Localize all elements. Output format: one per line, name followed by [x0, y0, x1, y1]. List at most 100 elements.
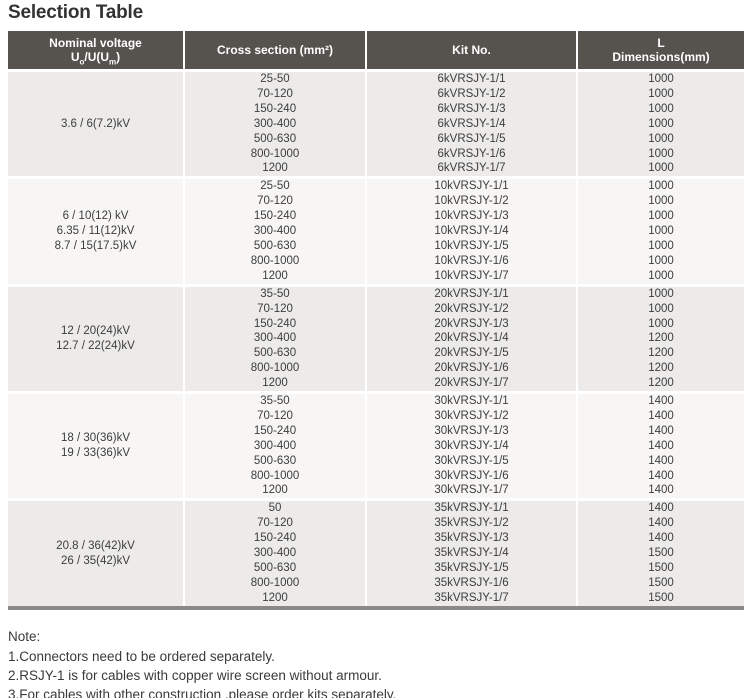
cross-section-cell-value: 800-1000: [250, 469, 300, 482]
kit-no-cell-value: 30kVRSJY-1/1: [434, 395, 509, 408]
table-header: Nominal voltage Uo/U(Um) Cross section (…: [8, 31, 744, 72]
table-body: 3.6 / 6(7.2)kV 25-50 70-120 150-240 300-400 5…: [8, 72, 744, 606]
cross-section-cell-value: 300-400: [253, 117, 297, 130]
dimension-cell-value: 1000: [648, 180, 674, 193]
col-header-dimensions: L Dimensions(mm): [578, 31, 744, 72]
cross-section-cell-value: 150-240: [253, 102, 297, 115]
kit-no-cell-value: 6kVRSJY-1/5: [437, 132, 506, 145]
dimension-cell-value: 1500: [648, 576, 674, 589]
kit-no-cell-value: 6kVRSJY-1/6: [437, 147, 506, 160]
kit-no-cell-value: 10kVRSJY-1/1: [434, 180, 509, 193]
kit-no-cell-value: 20kVRSJY-1/4: [434, 332, 509, 345]
kit-no-cell-value: 35kVRSJY-1/3: [434, 532, 509, 545]
dimension-cell-value: 1400: [648, 502, 674, 515]
dimension-cell-value: 1400: [648, 469, 674, 482]
dimensions-label-l: L: [657, 36, 665, 50]
cross-section-cell-value: 70-120: [257, 302, 293, 315]
kit-no-cell-value: 20kVRSJY-1/5: [434, 347, 509, 360]
cross-section-cell-value: 1200: [262, 377, 288, 390]
kit-no-cell-value: 35kVRSJY-1/7: [434, 591, 509, 604]
kit-no-cell-value: 30kVRSJY-1/2: [434, 409, 509, 422]
kit-no-cell-value: 10kVRSJY-1/3: [434, 210, 509, 223]
dimension-cell: 1000 1000 1000 1000 1000 1000 1000: [578, 72, 744, 180]
dimension-cell-value: 1000: [648, 269, 674, 282]
dimension-cell-value: 1000: [648, 147, 674, 160]
kit-no-cell: 35kVRSJY-1/1 35kVRSJY-1/2 35kVRSJY-1/3 35kV…: [367, 501, 578, 606]
dimension-cell-value: 1000: [648, 287, 674, 300]
kit-no-cell: 20kVRSJY-1/1 20kVRSJY-1/2 20kVRSJY-1/3 20kV…: [367, 286, 578, 395]
kit-no-cell-value: 35kVRSJY-1/6: [434, 576, 509, 589]
dimension-cell-value: 1400: [648, 395, 674, 408]
cross-section-cell-value: 300-400: [253, 547, 297, 560]
note-heading: Note:: [8, 628, 41, 644]
table-row-group: 18 / 30(36)kV 19 / 33(36)kV 35-50 70-120 150…: [8, 394, 744, 502]
voltage-line: 12.7 / 22(24)kV: [56, 339, 135, 352]
dimension-cell-value: 1500: [648, 547, 674, 560]
kit-no-cell-value: 6kVRSJY-1/1: [437, 73, 506, 85]
table-header-row: Nominal voltage Uo/U(Um) Cross section (…: [8, 31, 744, 72]
note-line-1: 1.Connectors need to be ordered separate…: [8, 648, 275, 664]
dimension-cell-value: 1400: [648, 424, 674, 437]
dimension-cell-value: 1000: [648, 162, 674, 175]
dimension-cell-value: 1000: [648, 117, 674, 130]
kit-no-cell-value: 6kVRSJY-1/3: [437, 102, 506, 115]
dimension-cell-value: 1200: [648, 332, 674, 345]
cross-section-cell: 25-50 70-120 150-240 300-400 500-630 800-1000…: [185, 179, 367, 287]
dimension-cell: 1000 1000 1000 1000 1000 1000 1000: [578, 179, 744, 287]
voltage-line: 6.35 / 11(12)kV: [56, 225, 135, 238]
dimension-cell-value: 1000: [648, 317, 674, 330]
cross-section-cell: 25-50 70-120 150-240 300-400 500-630 800-1000…: [185, 72, 367, 180]
cross-section-cell-value: 500-630: [253, 347, 297, 360]
kit-no-cell-value: 30kVRSJY-1/7: [434, 484, 509, 497]
kit-no-cell-value: 20kVRSJY-1/2: [434, 302, 509, 315]
col-header-cross-section: Cross section (mm²): [185, 31, 367, 72]
table-row-group: 20.8 / 36(42)kV 26 / 35(42)kV 50 70-120 150-…: [8, 501, 744, 606]
voltage-cell: 3.6 / 6(7.2)kV: [8, 72, 185, 180]
voltage-line: 8.7 / 15(17.5)kV: [54, 239, 137, 252]
dimension-cell-value: 1400: [648, 484, 674, 497]
cross-section-cell: 50 70-120 150-240 300-400 500-630 800-1000 120…: [185, 501, 367, 606]
cross-section-cell-value: 1200: [262, 162, 288, 175]
page-title: Selection Table: [8, 2, 143, 23]
voltage-line: 19 / 33(36)kV: [60, 447, 131, 460]
kit-no-cell-value: 6kVRSJY-1/2: [437, 87, 506, 100]
cross-section-cell-value: 35-50: [260, 395, 290, 408]
nominal-voltage-formula: Uo/U(Um): [70, 50, 121, 67]
dimension-cell-value: 1000: [648, 195, 674, 208]
kit-no-cell-value: 35kVRSJY-1/1: [434, 502, 509, 515]
voltage-cell: 20.8 / 36(42)kV 26 / 35(42)kV: [8, 501, 185, 606]
dimension-cell-value: 1000: [648, 132, 674, 145]
voltage-line: 3.6 / 6(7.2)kV: [60, 117, 131, 130]
kit-no-cell-value: 30kVRSJY-1/6: [434, 469, 509, 482]
kit-no-cell-value: 35kVRSJY-1/2: [434, 517, 509, 530]
cross-section-cell-value: 25-50: [260, 180, 290, 193]
dimension-cell-value: 1000: [648, 239, 674, 252]
note-line-2: 2.RSJY-1 is for cables with copper wire …: [8, 667, 382, 683]
kit-no-cell-value: 30kVRSJY-1/5: [434, 454, 509, 467]
cross-section-cell: 35-50 70-120 150-240 300-400 500-630 800-1000…: [185, 394, 367, 502]
cross-section-cell-value: 800-1000: [250, 254, 300, 267]
cross-section-cell-value: 1200: [262, 269, 288, 282]
dimension-cell-value: 1000: [648, 225, 674, 238]
dimension-cell-value: 1400: [648, 517, 674, 530]
voltage-line: 6 / 10(12) kV: [62, 210, 129, 223]
notes-section: Note: 1.Connectors need to be ordered se…: [8, 627, 744, 698]
table-row-group: 12 / 20(24)kV 12.7 / 22(24)kV 35-50 70-120 1…: [8, 286, 744, 395]
cross-section-cell-value: 1200: [262, 591, 288, 604]
kit-no-cell-value: 10kVRSJY-1/2: [434, 195, 509, 208]
voltage-cell: 12 / 20(24)kV 12.7 / 22(24)kV: [8, 286, 185, 395]
dimension-cell-value: 1000: [648, 73, 674, 85]
kit-no-cell-value: 10kVRSJY-1/6: [434, 254, 509, 267]
nominal-voltage-label: Nominal voltage: [49, 36, 142, 50]
dimension-cell-value: 1400: [648, 409, 674, 422]
cross-section-cell-value: 500-630: [253, 454, 297, 467]
cross-section-cell-value: 70-120: [257, 87, 293, 100]
kit-no-cell-value: 10kVRSJY-1/7: [434, 269, 509, 282]
cross-section-cell-value: 150-240: [253, 532, 297, 545]
cross-section-cell: 35-50 70-120 150-240 300-400 500-630 800-1000…: [185, 286, 367, 395]
cross-section-cell-value: 300-400: [253, 439, 297, 452]
kit-no-cell-value: 20kVRSJY-1/6: [434, 362, 509, 375]
cross-section-cell-value: 500-630: [253, 132, 297, 145]
cross-section-cell-value: 150-240: [253, 424, 297, 437]
